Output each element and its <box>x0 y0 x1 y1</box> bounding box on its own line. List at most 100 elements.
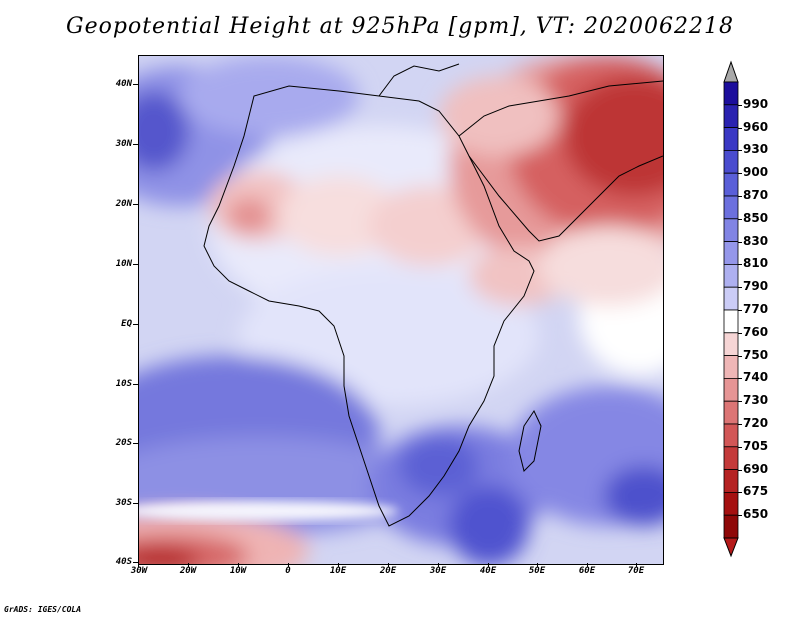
colorbar-tick <box>738 150 742 152</box>
lon-tick <box>438 563 439 567</box>
lon-tick <box>537 563 538 567</box>
colorbar-swatch <box>723 172 739 197</box>
lon-label-10w: 10W <box>229 566 247 576</box>
map-title: Geopotential Height at 925hPa [gpm], VT:… <box>66 14 734 39</box>
colorbar-boxes <box>723 81 739 539</box>
colorbar-label: 705 <box>743 438 769 453</box>
lon-tick <box>238 563 239 567</box>
colorbar-swatch <box>723 81 739 106</box>
colorbar-label: 870 <box>743 188 769 202</box>
colorbar-swatch <box>723 218 739 243</box>
colorbar-tick <box>738 218 742 220</box>
lat-label-20n: 20N <box>115 199 132 209</box>
colorbar-label: 650 <box>743 507 769 522</box>
colorbar-swatch <box>723 150 739 174</box>
colorbar-swatch <box>723 355 739 379</box>
lon-tick <box>138 563 139 567</box>
lat-label-eq: EQ <box>121 319 132 329</box>
lat-label-20s: 20S <box>115 438 132 448</box>
colorbar-swatch <box>723 423 739 448</box>
colorbar-tick <box>738 515 742 517</box>
colorbar-swatch <box>723 127 739 151</box>
colorbar-over-arrow <box>723 60 739 83</box>
colorbar-label: 750 <box>743 347 769 362</box>
lat-label-30n: 30N <box>115 139 132 149</box>
colorbar-swatch <box>723 195 739 220</box>
lon-label-40e: 40E <box>479 566 497 576</box>
colorbar-label: 730 <box>743 393 769 408</box>
lon-label-60e: 60E <box>578 566 596 576</box>
colorbar-label: 960 <box>743 119 769 134</box>
colorbar-swatch <box>723 377 739 402</box>
colorbar-label: 770 <box>743 302 769 316</box>
colorbar-label: 850 <box>743 210 769 225</box>
colorbar-label: 830 <box>743 233 769 248</box>
coastlines <box>203 63 663 527</box>
colorbar-swatch <box>723 400 739 425</box>
lon-label-20e: 20E <box>379 566 397 576</box>
lat-tick <box>133 144 138 145</box>
colorbar-swatch <box>723 491 739 516</box>
lat-tick <box>133 324 138 325</box>
colorbar-tick <box>738 127 742 129</box>
colorbar-label: 990 <box>743 96 769 111</box>
colorbar-label: 790 <box>743 279 769 294</box>
colorbar-tick <box>738 241 742 243</box>
lat-tick <box>133 204 138 205</box>
lon-label-30e: 30E <box>429 566 447 576</box>
lon-label-10e: 10E <box>329 566 347 576</box>
colorbar-tick <box>738 287 742 289</box>
lon-tick <box>587 563 588 567</box>
colorbar-label: 760 <box>743 324 769 339</box>
colorbar-label: 900 <box>743 165 769 180</box>
lat-label-40s: 40S <box>115 557 132 567</box>
lat-tick <box>133 264 138 265</box>
lat-tick <box>133 84 138 85</box>
colorbar-swatch <box>723 332 739 356</box>
lat-tick <box>133 384 138 385</box>
lat-label-30s: 30S <box>115 498 132 508</box>
lon-tick <box>636 563 637 567</box>
colorbar-tick <box>738 446 742 448</box>
lat-label-40n: 40N <box>115 79 132 89</box>
colorbar-tick <box>738 310 742 311</box>
lon-label-30w: 30W <box>130 566 148 576</box>
colorbar-tick <box>738 196 742 197</box>
lon-tick <box>288 563 289 567</box>
colorbar-swatch <box>723 469 739 493</box>
map-plot-area <box>138 55 664 565</box>
colorbar-label: 675 <box>743 484 769 499</box>
colorbar-swatch <box>723 309 739 334</box>
colorbar-swatch <box>723 263 739 288</box>
lon-tick <box>488 563 489 567</box>
colorbar-label: 740 <box>743 370 769 385</box>
lat-label-10n: 10N <box>115 259 132 269</box>
lon-tick <box>388 563 389 567</box>
colorbar-tick <box>738 401 742 403</box>
colorbar-swatch <box>723 286 739 311</box>
colorbar-tick <box>738 492 742 494</box>
colorbar-label: 690 <box>743 461 769 476</box>
colorbar-swatch <box>723 514 739 539</box>
colorbar-tick <box>738 355 742 357</box>
colorbar-swatch <box>723 241 739 265</box>
colorbar-tick <box>738 332 742 334</box>
lon-label-70e: 70E <box>627 566 645 576</box>
lon-label-20w: 20W <box>179 566 197 576</box>
colorbar-tick <box>738 173 742 175</box>
lon-label-50e: 50E <box>528 566 546 576</box>
colorbar-label: 930 <box>743 142 769 157</box>
colorbar-tick <box>738 424 742 425</box>
lat-tick <box>133 562 138 563</box>
colorbar-tick <box>738 378 742 380</box>
colorbar-tick <box>738 104 742 106</box>
colorbar-label: 720 <box>743 416 769 430</box>
colorbar-swatch <box>723 104 739 128</box>
lon-tick <box>188 563 189 567</box>
colorbar-swatch <box>723 446 739 470</box>
lat-tick <box>133 443 138 444</box>
colorbar-label: 810 <box>743 256 769 271</box>
colorbar-tick <box>738 469 742 471</box>
colorbar <box>723 60 739 558</box>
colorbar-tick <box>738 264 742 266</box>
